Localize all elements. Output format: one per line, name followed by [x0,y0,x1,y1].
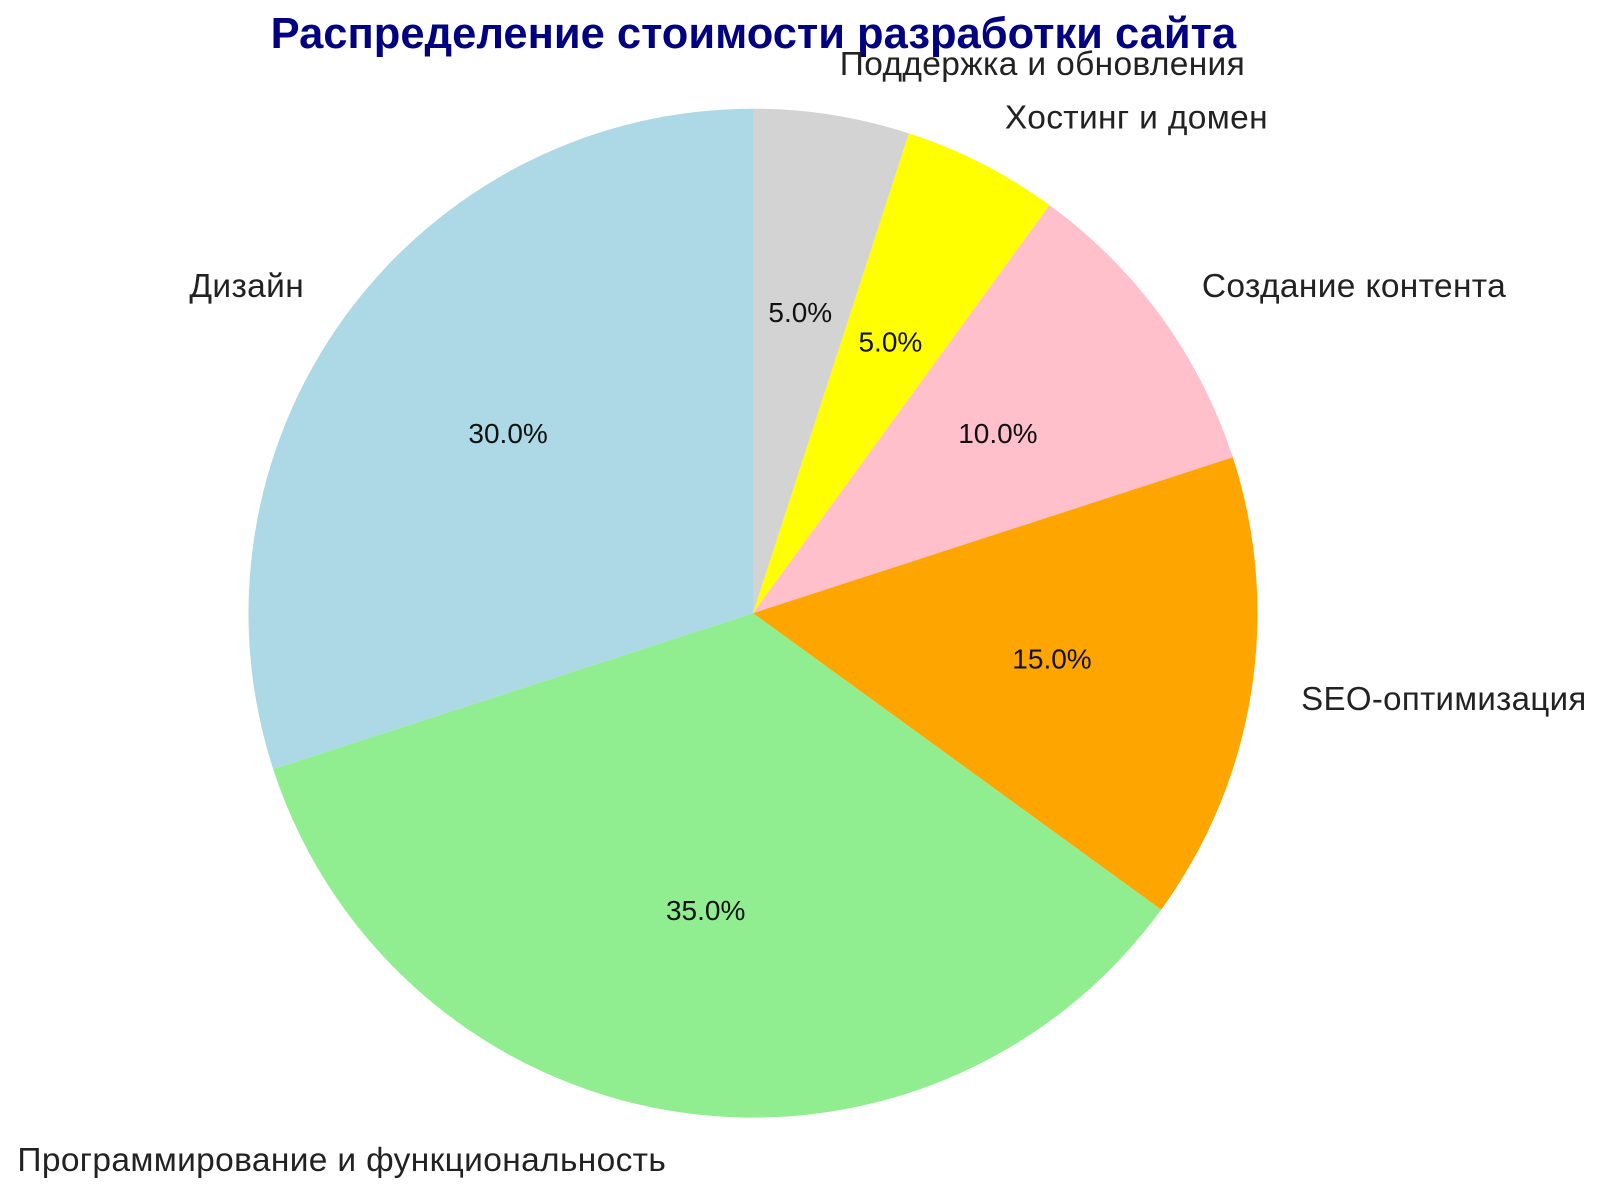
svg-text:30.0%: 30.0% [468,418,547,449]
svg-text:Программирование и функциональ: Программирование и функциональность [17,1142,666,1179]
svg-text:Хостинг и домен: Хостинг и домен [1005,100,1268,137]
svg-text:5.0%: 5.0% [768,297,832,328]
svg-text:5.0%: 5.0% [858,326,922,357]
svg-text:Распределение стоимости разраб: Распределение стоимости разработки сайта [271,10,1237,58]
svg-text:35.0%: 35.0% [666,895,745,926]
svg-text:Создание контента: Создание контента [1202,268,1506,305]
svg-text:Дизайн: Дизайн [189,268,304,305]
svg-text:Поддержка и обновления: Поддержка и обновления [840,46,1245,83]
svg-text:15.0%: 15.0% [1012,643,1091,674]
svg-text:10.0%: 10.0% [958,418,1037,449]
svg-text:SEO-оптимизация: SEO-оптимизация [1301,680,1587,717]
